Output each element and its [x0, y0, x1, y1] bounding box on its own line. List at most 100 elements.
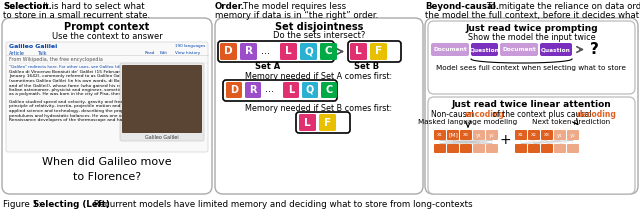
Text: Recurrent models have limited memory and deciding what to store from long-contex: Recurrent models have limited memory and… — [91, 200, 472, 209]
Text: From Wikipedia, the free encyclopedia: From Wikipedia, the free encyclopedia — [9, 57, 103, 62]
Text: D: D — [230, 85, 238, 95]
Text: to store in a small recurrent state.: to store in a small recurrent state. — [3, 11, 150, 20]
Text: Italian astronomer, physicist and engineer, sometimes described: Italian astronomer, physicist and engine… — [9, 88, 151, 92]
FancyBboxPatch shape — [283, 82, 299, 98]
Text: Document: Document — [502, 47, 536, 52]
Text: Do the sets intersect?: Do the sets intersect? — [273, 31, 365, 40]
Text: ...: ... — [261, 46, 270, 56]
FancyBboxPatch shape — [431, 43, 469, 56]
Text: Selection.: Selection. — [3, 2, 52, 11]
Text: applied science and technology, describing the properties of: applied science and technology, describi… — [9, 109, 142, 113]
FancyBboxPatch shape — [515, 144, 527, 153]
Text: L: L — [355, 46, 362, 57]
Text: Memory needed if Set B comes first:: Memory needed if Set B comes first: — [245, 104, 392, 113]
Text: Selecting (Left): Selecting (Left) — [33, 200, 110, 209]
Text: Edit: Edit — [160, 51, 168, 55]
Text: Q: Q — [306, 85, 314, 95]
Text: Galileo Galilei: Galileo Galilei — [9, 44, 57, 49]
Text: ...: ... — [265, 84, 274, 94]
Text: F: F — [324, 118, 331, 128]
FancyBboxPatch shape — [6, 42, 208, 152]
Text: and of the Galilei)), whose fame (who gained his renown as: and of the Galilei)), whose fame (who ga… — [9, 84, 139, 88]
Text: Selection.: Selection. — [3, 2, 52, 11]
Text: R: R — [249, 85, 257, 95]
Text: Quastion: Quastion — [541, 47, 571, 52]
Text: 190 languages: 190 languages — [175, 44, 205, 48]
Text: Show the model the input twice: Show the model the input twice — [468, 33, 595, 42]
Text: Galileo di Vincenzo Bonaiuti de' Galilei (15 February 1564 – 8: Galileo di Vincenzo Bonaiuti de' Galilei… — [9, 70, 143, 74]
Text: Set A: Set A — [255, 62, 280, 71]
FancyBboxPatch shape — [296, 112, 350, 133]
Text: January 1642), commonly referred to as Galileo Galilei: January 1642), commonly referred to as G… — [9, 74, 127, 78]
FancyBboxPatch shape — [528, 130, 540, 140]
FancyBboxPatch shape — [428, 21, 635, 94]
Text: Beyond-causal.: Beyond-causal. — [425, 2, 499, 11]
Text: L: L — [285, 46, 292, 57]
Text: "Galileo" redirects here. For other uses, see Galileo (disambiguation): "Galileo" redirects here. For other uses… — [9, 65, 150, 69]
Text: x₁: x₁ — [437, 133, 443, 137]
Text: x₂: x₂ — [531, 133, 537, 137]
Text: pendulums and hydrostatic balances. He was one of the earliest: pendulums and hydrostatic balances. He w… — [9, 114, 150, 118]
Text: encoding: encoding — [465, 110, 505, 119]
FancyBboxPatch shape — [320, 43, 337, 60]
FancyBboxPatch shape — [434, 130, 446, 140]
Text: memory if data is in “the right” order.: memory if data is in “the right” order. — [215, 11, 378, 20]
Text: Prompt context: Prompt context — [65, 22, 150, 32]
Text: Set B: Set B — [355, 62, 380, 71]
Text: Use the context to answer: Use the context to answer — [52, 32, 163, 41]
Text: View history: View history — [175, 51, 200, 55]
FancyBboxPatch shape — [299, 114, 316, 131]
Text: of the context plus causal: of the context plus causal — [490, 110, 594, 119]
Text: L: L — [304, 118, 311, 128]
FancyBboxPatch shape — [240, 43, 257, 60]
FancyBboxPatch shape — [447, 130, 459, 140]
Text: R: R — [244, 46, 253, 57]
FancyBboxPatch shape — [515, 130, 527, 140]
FancyBboxPatch shape — [2, 18, 212, 194]
FancyBboxPatch shape — [280, 43, 297, 60]
Text: Figure 1:: Figure 1: — [3, 200, 44, 209]
Text: Galileo studied speed and velocity, gravity and free fall, the: Galileo studied speed and velocity, grav… — [9, 100, 141, 104]
Text: x₃: x₃ — [463, 133, 469, 137]
Text: Read: Read — [145, 51, 156, 55]
FancyBboxPatch shape — [370, 43, 387, 60]
Text: L: L — [288, 85, 294, 95]
Text: Just read twice linear attention: Just read twice linear attention — [452, 100, 611, 109]
FancyBboxPatch shape — [540, 43, 572, 56]
FancyBboxPatch shape — [554, 144, 566, 153]
Text: Q: Q — [304, 46, 313, 57]
FancyBboxPatch shape — [223, 80, 337, 101]
Text: y₁: y₁ — [476, 133, 482, 137]
Text: Masked language modeling: Masked language modeling — [419, 119, 518, 125]
Text: Non-causal: Non-causal — [431, 110, 476, 119]
Text: Order.: Order. — [215, 2, 245, 11]
FancyBboxPatch shape — [300, 43, 317, 60]
Text: [M]: [M] — [448, 133, 458, 137]
FancyBboxPatch shape — [447, 144, 459, 153]
FancyBboxPatch shape — [486, 130, 498, 140]
FancyBboxPatch shape — [428, 97, 635, 194]
Text: Selection. It is hard to select what: Selection. It is hard to select what — [3, 2, 150, 11]
Text: Memory needed if Set A comes first:: Memory needed if Set A comes first: — [245, 72, 392, 81]
FancyBboxPatch shape — [434, 144, 446, 153]
FancyBboxPatch shape — [500, 43, 538, 56]
Text: F: F — [375, 46, 382, 57]
Text: y₁: y₁ — [557, 133, 563, 137]
Text: D: D — [224, 46, 233, 57]
Text: The model requires less: The model requires less — [243, 2, 346, 11]
Text: Just read twice prompting: Just read twice prompting — [465, 24, 598, 33]
Text: Talk: Talk — [37, 51, 47, 56]
Text: Article: Article — [9, 51, 25, 56]
Text: decoding: decoding — [577, 110, 616, 119]
FancyBboxPatch shape — [321, 82, 337, 98]
FancyBboxPatch shape — [302, 82, 318, 98]
FancyBboxPatch shape — [567, 130, 579, 140]
Text: x₃: x₃ — [544, 133, 550, 137]
FancyBboxPatch shape — [471, 43, 498, 56]
Text: To mitigate the reliance on data order we show: To mitigate the reliance on data order w… — [487, 2, 640, 11]
Text: Model sees full context when selecting what to store: Model sees full context when selecting w… — [436, 65, 627, 71]
Text: Question: Question — [470, 47, 499, 52]
Text: ?: ? — [589, 42, 598, 57]
FancyBboxPatch shape — [541, 130, 553, 140]
FancyBboxPatch shape — [122, 65, 202, 133]
